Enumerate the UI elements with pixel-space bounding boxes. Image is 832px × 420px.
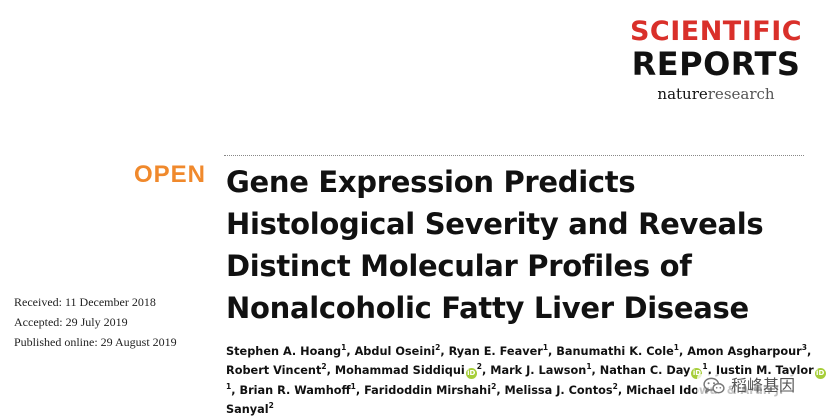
author-name: Stephen A. Hoang — [226, 345, 342, 358]
author: Ryan E. Feaver1, — [448, 343, 553, 358]
author: Mark J. Lawson1, — [490, 362, 596, 378]
author-name: Melissa J. Contos — [504, 383, 613, 397]
author: Banumathi K. Cole1, — [556, 343, 684, 358]
affiliation-marker: 1 — [350, 382, 356, 392]
affiliation-marker: 3 — [801, 343, 807, 353]
affiliation-marker: 2 — [435, 343, 441, 353]
orcid-icon[interactable]: iD — [691, 368, 703, 380]
author: Melissa J. Contos2, — [504, 382, 623, 397]
author-name: Amon Asgharpour — [687, 345, 802, 358]
author: Robert Vincent2, — [226, 362, 331, 378]
received-date: Received: 11 December 2018 — [14, 295, 156, 309]
affiliation-marker: 2 — [491, 382, 497, 392]
orcid-icon[interactable]: iD — [465, 368, 477, 380]
author-separator: , — [806, 345, 812, 358]
open-access-label: OPEN — [134, 161, 207, 188]
title-line: Distinct Molecular Profiles of — [226, 249, 692, 283]
journal-logo: SCIENTIFIC REPORTS natureresearch — [616, 16, 816, 103]
wechat-icon — [703, 377, 725, 394]
affiliation-marker: 1 — [542, 343, 549, 353]
published-date: Published online: 29 August 2019 — [14, 335, 177, 349]
author-separator: , — [617, 383, 623, 397]
affiliation-marker: 2 — [268, 401, 274, 411]
publication-dates: Received: 11 December 2018 Accepted: 29 … — [14, 292, 177, 352]
article-title: Gene Expression Predicts Histological Se… — [226, 161, 816, 329]
publisher-name-part1: nature — [657, 85, 708, 103]
author-name: Brian R. Wamhoff — [239, 383, 351, 397]
author-separator: , — [496, 383, 501, 397]
affiliation-marker: 2 — [476, 362, 482, 372]
author-separator: , — [707, 364, 712, 378]
publisher-name: natureresearch — [616, 85, 816, 103]
author-name: Abdul Oseini — [354, 345, 436, 358]
author: Mohammad Siddiqui iD2, — [334, 362, 487, 380]
author-separator: , — [346, 345, 351, 358]
author: Amon Asgharpour3, — [687, 343, 812, 358]
author-name: Mark J. Lawson — [490, 364, 587, 378]
journal-name-line1: SCIENTIFIC — [629, 16, 803, 47]
orcid-icon[interactable]: iD — [814, 368, 826, 380]
author: Faridoddin Mirshahi2, — [364, 382, 501, 397]
affiliation-marker: 1 — [226, 382, 232, 392]
title-line: Nonalcoholic Fatty Liver Disease — [226, 291, 749, 325]
title-line: Gene Expression Predicts — [226, 165, 636, 199]
author-list: Stephen A. Hoang1, Abdul Oseini2, Ryan E… — [226, 342, 826, 420]
affiliation-marker: 1 — [586, 362, 592, 372]
header-divider — [224, 155, 804, 156]
author-name: Banumathi K. Cole — [556, 345, 674, 358]
author-separator: , — [440, 345, 445, 358]
author-separator: , — [326, 364, 331, 378]
journal-name-line2: REPORTS — [631, 45, 801, 83]
author-name: Faridoddin Mirshahi — [364, 383, 492, 397]
author-separator: , — [679, 345, 684, 358]
author-separator: , — [231, 383, 236, 397]
author-separator: , — [548, 345, 553, 358]
author-separator: , — [481, 364, 487, 378]
author-name: Mohammad Siddiqui — [334, 364, 465, 378]
author-name: Nathan C. Day — [599, 364, 691, 378]
author: Nathan C. Day iD1, — [599, 362, 712, 380]
affiliation-marker: 2 — [612, 382, 618, 392]
affiliation-marker: 1 — [702, 362, 708, 372]
watermark-text: 稻峰基因 — [731, 376, 796, 395]
affiliation-marker: 1 — [341, 343, 347, 353]
author-separator: , — [355, 383, 361, 397]
author-separator: , — [591, 364, 596, 378]
title-line: Histological Severity and Reveals — [226, 207, 764, 241]
author-name: Robert Vincent — [226, 364, 322, 378]
watermark: 稻峰基因 — [697, 374, 802, 398]
affiliation-marker: 1 — [673, 343, 680, 353]
accepted-date: Accepted: 29 July 2019 — [14, 315, 128, 329]
author-name: Michael Idowu — [626, 383, 718, 397]
author: Abdul Oseini2, — [354, 343, 445, 358]
affiliation-marker: 2 — [321, 362, 327, 372]
author: Stephen A. Hoang1, — [226, 343, 351, 358]
author: Brian R. Wamhoff1, — [239, 382, 361, 397]
author-name: Ryan E. Feaver — [448, 345, 543, 358]
publisher-name-part2: research — [707, 85, 775, 103]
